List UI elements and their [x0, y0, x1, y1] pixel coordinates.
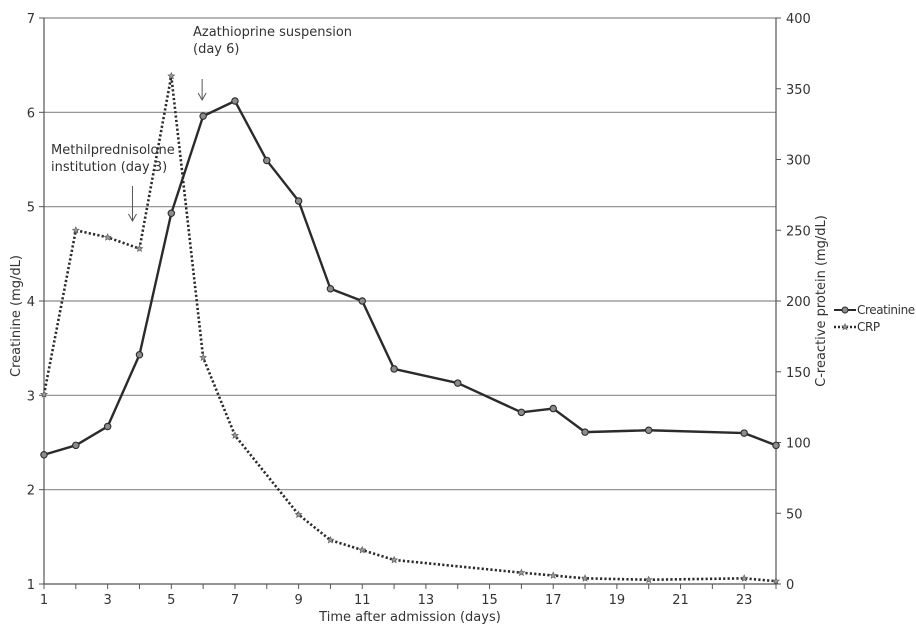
y-axis-right-title: C-reactive protein (mg/dL): [814, 215, 829, 387]
y-tick-label: 3: [27, 389, 35, 404]
legend-marker-creatinine: [841, 306, 849, 314]
x-tick-label: 11: [354, 593, 371, 608]
y2-tick-label: 200: [786, 295, 811, 310]
data-point-creatinine: [103, 422, 112, 431]
legend-label-creatinine: Creatinine: [857, 303, 915, 317]
x-tick-label: 19: [609, 593, 626, 608]
x-tick-label: 5: [167, 593, 175, 608]
y2-tick-label: 0: [786, 578, 794, 593]
data-point-creatinine: [549, 404, 557, 413]
data-point-crp: [199, 353, 208, 361]
data-point-creatinine: [772, 441, 780, 450]
x-axis-title: Time after admission (days): [318, 610, 501, 625]
x-tick-label: 23: [736, 593, 753, 608]
annotation-text: Azathioprine suspension: [193, 25, 352, 40]
y-tick-label: 2: [27, 484, 35, 499]
data-point-creatinine: [644, 426, 653, 434]
x-tick-label: 3: [104, 593, 112, 608]
annotation-arrow-head: [197, 92, 207, 102]
x-tick-label: 17: [545, 593, 562, 608]
annotation-arrow-head: [128, 213, 137, 223]
x-tick-label: 7: [231, 593, 239, 608]
data-point-creatinine: [581, 428, 589, 436]
data-point-crp: [644, 575, 653, 584]
data-point-creatinine: [263, 156, 271, 165]
tick-labels: 1 3 5 7 9 11 13 15 17 19 21 23123456705010015020025…: [27, 12, 811, 608]
data-point-creatinine: [740, 429, 748, 437]
y2-tick-label: 150: [786, 366, 811, 381]
data-point-crp: [740, 574, 749, 582]
data-point-crp: [167, 71, 176, 80]
series-line-crp: [42, 74, 777, 583]
data-point-creatinine: [199, 112, 207, 120]
axes: [39, 17, 781, 589]
data-point-crp: [230, 431, 239, 439]
y-tick-label: 1: [27, 578, 35, 593]
data-point-creatinine: [167, 209, 176, 218]
series-group: [40, 71, 780, 585]
data-point-creatinine: [517, 408, 526, 417]
y-axis-left-title: Creatinine (mg/dL): [9, 255, 24, 377]
y-tick-label: 5: [27, 201, 35, 216]
y-tick-label: 7: [27, 12, 35, 27]
y-tick-label: 4: [27, 295, 35, 310]
data-point-crp: [358, 545, 367, 554]
annotations: Azathioprine suspension (day 6) Methilpred…: [51, 25, 352, 223]
data-point-creatinine: [294, 197, 303, 205]
data-point-creatinine: [453, 379, 462, 387]
data-point-creatinine: [326, 284, 335, 293]
data-point-crp: [135, 244, 144, 253]
gridlines: [44, 17, 776, 491]
legend-label-crp: CRP: [857, 320, 880, 334]
data-point-crp: [390, 555, 399, 564]
data-point-crp: [326, 535, 335, 544]
annotation-text: Methilprednisolone: [51, 143, 175, 158]
data-point-crp: [40, 390, 48, 398]
data-point-creatinine: [390, 365, 398, 373]
y2-tick-label: 250: [786, 224, 811, 239]
x-tick-label: 21: [672, 593, 689, 608]
legend: Creatinine CRP: [834, 303, 915, 334]
legend-marker-crp: [841, 323, 849, 331]
data-point-crp: [772, 576, 780, 585]
data-point-creatinine: [72, 441, 80, 450]
x-tick-label: 1: [40, 593, 48, 608]
data-point-creatinine: [40, 451, 48, 459]
y2-tick-label: 300: [786, 154, 811, 169]
x-tick-label: 15: [481, 593, 498, 608]
data-point-creatinine: [231, 97, 239, 105]
data-point-crp: [294, 510, 303, 519]
data-point-crp: [549, 571, 558, 579]
y-tick-label: 6: [27, 106, 35, 121]
data-point-creatinine: [135, 351, 144, 359]
data-point-crp: [517, 568, 526, 577]
x-tick-label: 13: [418, 593, 435, 608]
annotation-text: institution (day 3): [51, 160, 167, 175]
x-tick-label: 9: [294, 593, 302, 608]
data-point-crp: [71, 226, 80, 234]
y2-tick-label: 100: [786, 437, 811, 452]
y2-tick-label: 400: [786, 12, 811, 27]
y2-tick-label: 350: [786, 83, 811, 98]
data-point-crp: [581, 574, 590, 582]
data-point-creatinine: [358, 297, 367, 305]
y2-tick-label: 50: [786, 507, 803, 522]
annotation-text: (day 6): [193, 42, 239, 57]
data-point-crp: [103, 233, 112, 241]
